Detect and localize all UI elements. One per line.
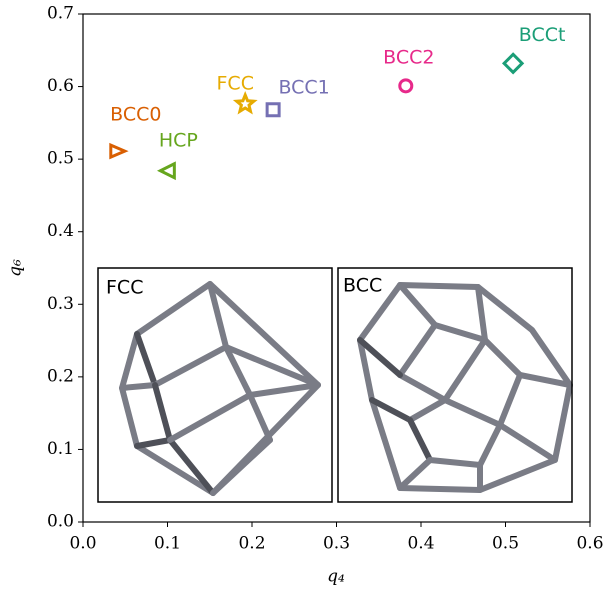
x-tick-label: 0.0 xyxy=(69,534,96,554)
y-tick-label: 0.6 xyxy=(47,76,74,96)
y-tick-label: 0.2 xyxy=(47,366,74,386)
fcc-polyhedron xyxy=(122,284,318,493)
x-tick-label: 0.5 xyxy=(492,534,519,554)
point-label: BCCt xyxy=(519,24,566,46)
y-tick-label: 0.4 xyxy=(47,221,74,241)
marker xyxy=(237,95,254,111)
y-tick-label: 0.1 xyxy=(47,439,74,459)
chart: FCC BCC q₄ q₆ 0.0 0.1 0.2 0.3 0.4 0.5 0.6 0.0 0.… xyxy=(0,0,604,594)
point-label: BCC0 xyxy=(110,104,161,126)
y-tick-label: 0.7 xyxy=(47,4,74,24)
y-tick-label: 0.0 xyxy=(47,512,74,532)
marker xyxy=(267,104,279,116)
x-tick-label: 0.2 xyxy=(238,534,265,554)
x-tick-label: 0.4 xyxy=(407,534,434,554)
marker xyxy=(111,145,125,157)
point-label: BCC1 xyxy=(278,76,329,98)
x-tick-label: 0.3 xyxy=(323,534,350,554)
y-axis-label: q₆ xyxy=(6,259,26,277)
y-tick-label: 0.5 xyxy=(47,149,74,169)
bcc-polyhedron xyxy=(360,285,570,490)
marker xyxy=(160,164,174,178)
x-tick-label: 0.1 xyxy=(154,534,181,554)
point-label: FCC xyxy=(217,72,254,94)
inset-label: FCC xyxy=(106,277,143,299)
point-label: HCP xyxy=(159,129,198,151)
x-tick-label: 0.6 xyxy=(576,534,603,554)
marker xyxy=(400,80,412,92)
inset-label: BCC xyxy=(343,275,382,297)
point-label: BCC2 xyxy=(383,46,434,68)
x-axis-label: q₄ xyxy=(327,567,345,587)
marker xyxy=(504,54,522,72)
y-tick-label: 0.3 xyxy=(47,294,74,314)
